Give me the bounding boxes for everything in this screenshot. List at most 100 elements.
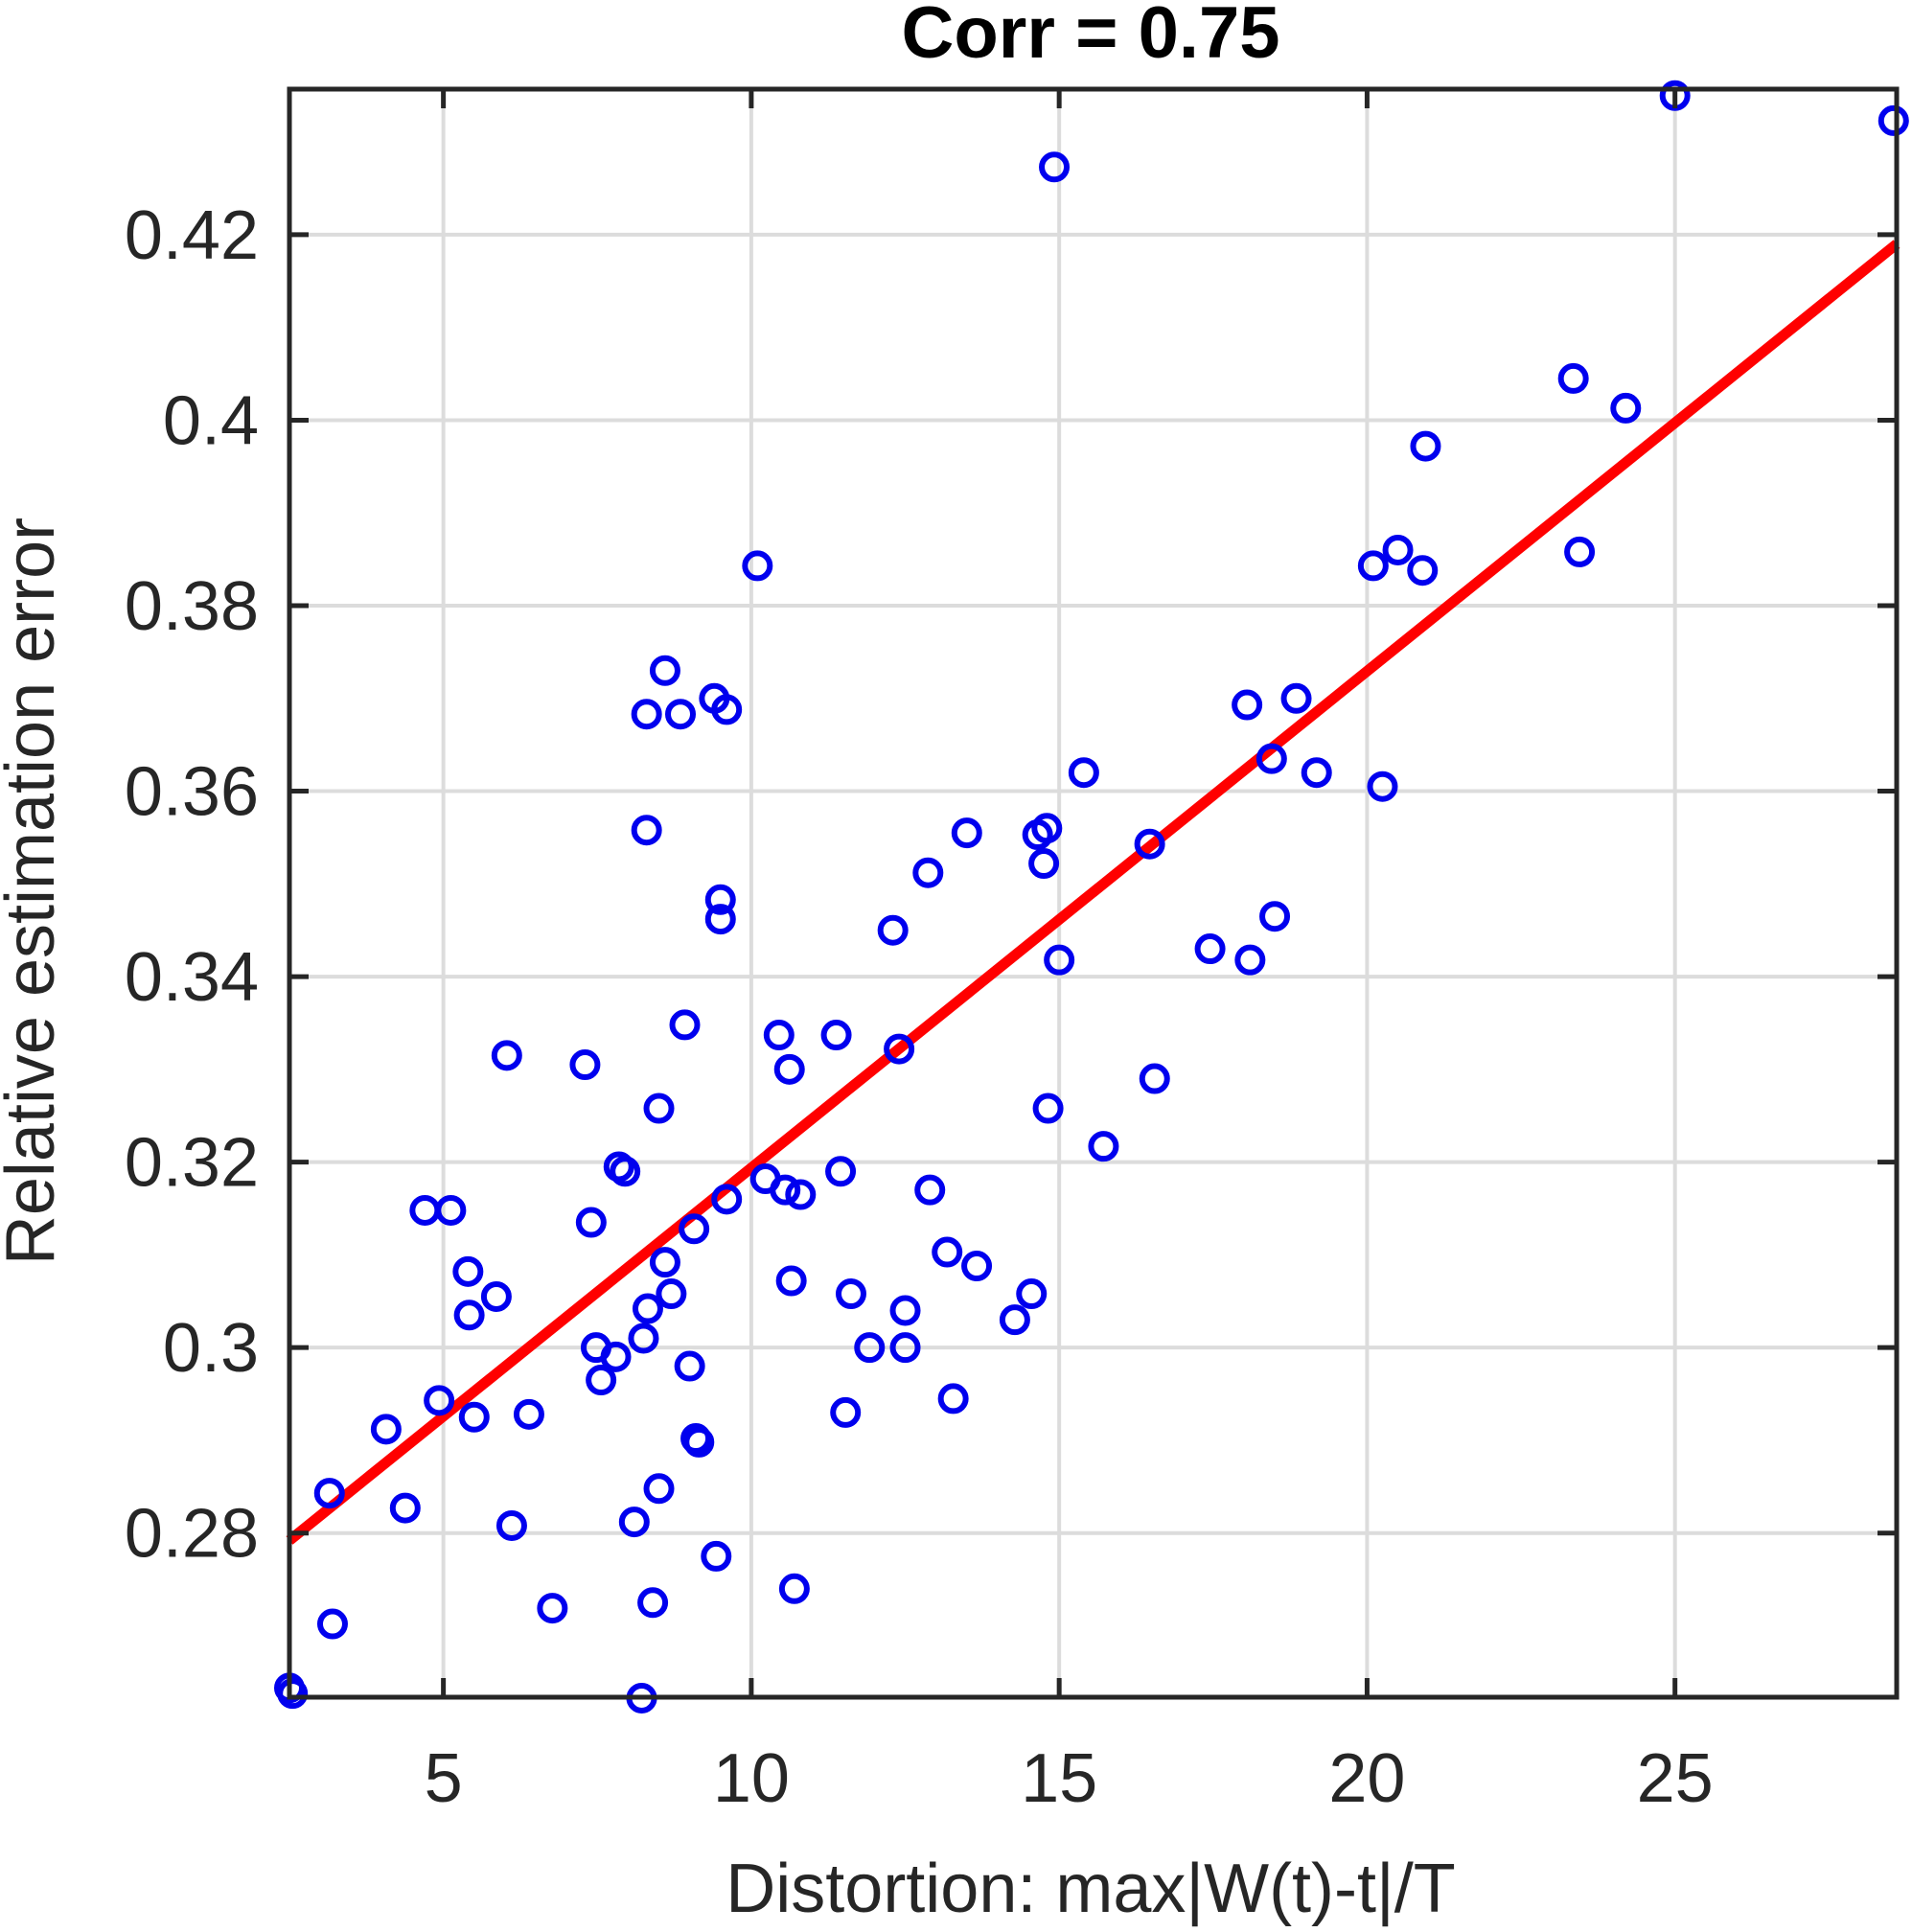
data-point: [773, 1053, 805, 1085]
data-point: [389, 1492, 421, 1524]
data-point: [669, 1009, 701, 1041]
data-point: [701, 1540, 732, 1572]
data-point: [665, 699, 697, 730]
data-point: [711, 694, 743, 725]
data-point: [932, 1236, 963, 1268]
data-point: [1194, 933, 1226, 965]
data-point: [1139, 1063, 1170, 1094]
x-tick-label: 25: [1637, 1740, 1714, 1817]
data-point: [631, 815, 662, 846]
data-point: [825, 1156, 857, 1187]
data-point: [1367, 770, 1398, 802]
data-point: [370, 1414, 402, 1445]
data-point: [586, 1365, 617, 1396]
data-point: [704, 884, 736, 915]
x-axis-label: Distortion: max|W(t)-t|/T: [726, 1851, 1455, 1927]
data-point: [835, 1278, 866, 1310]
data-point: [679, 1213, 710, 1245]
data-point: [1301, 757, 1332, 789]
data-point: [854, 1332, 886, 1364]
x-tick-label: 10: [713, 1740, 790, 1817]
data-point: [877, 914, 909, 946]
data-point: [1280, 682, 1312, 714]
y-tick-label: 0.42: [125, 197, 259, 274]
data-point: [316, 1608, 348, 1640]
data-point: [1016, 1278, 1048, 1310]
data-point: [775, 1265, 807, 1297]
data-point: [537, 1593, 568, 1624]
data-point: [742, 550, 773, 582]
data-point: [1234, 944, 1266, 976]
data-point: [610, 1156, 641, 1187]
fit-line: [286, 240, 1900, 1545]
data-point: [1610, 392, 1642, 424]
data-point: [1557, 362, 1589, 394]
data-point: [453, 1300, 485, 1331]
data-point: [1088, 1131, 1119, 1162]
data-point: [763, 1020, 795, 1051]
data-point: [575, 1207, 607, 1238]
data-point: [618, 1506, 650, 1538]
data-point: [1232, 689, 1263, 721]
data-point: [491, 1040, 522, 1071]
data-point: [1068, 757, 1099, 789]
y-tick-label: 0.28: [125, 1496, 259, 1573]
data-point: [704, 904, 736, 935]
data-point: [1407, 555, 1439, 586]
data-point: [656, 1278, 687, 1310]
y-tick-label: 0.3: [163, 1310, 259, 1387]
data-point: [1044, 944, 1075, 976]
data-point: [649, 655, 680, 686]
data-point: [424, 1385, 455, 1416]
data-point: [1134, 828, 1165, 860]
plot-frame: [287, 86, 1900, 1700]
data-point: [683, 1426, 715, 1458]
y-tick-label: 0.32: [125, 1125, 259, 1202]
data-point: [480, 1280, 512, 1312]
axis-ticks: [289, 89, 1897, 1697]
data-point: [569, 1049, 601, 1081]
grid-lines: [289, 89, 1897, 1697]
data-point: [889, 1295, 921, 1326]
data-point: [1039, 151, 1071, 183]
data-point: [912, 857, 944, 888]
data-point: [999, 1304, 1030, 1336]
data-point: [778, 1573, 810, 1604]
y-tick-label: 0.4: [163, 382, 259, 459]
data-point: [1410, 430, 1441, 462]
data-point: [785, 1179, 817, 1210]
data-point: [1032, 1092, 1064, 1124]
data-point: [1564, 536, 1596, 567]
data-point: [961, 1251, 993, 1282]
data-point: [435, 1194, 467, 1226]
y-axis-label: Relative estimation error: [0, 518, 69, 1265]
data-point: [649, 1247, 680, 1278]
data-point: [632, 1293, 663, 1324]
data-point: [951, 817, 982, 849]
data-point: [889, 1332, 921, 1364]
data-point: [452, 1255, 484, 1287]
data-point: [884, 1033, 915, 1065]
data-point: [820, 1020, 852, 1051]
y-tick-label: 0.36: [125, 754, 259, 831]
y-tick-label: 0.34: [125, 939, 259, 1016]
data-points: [274, 80, 1909, 1714]
chart-title: Corr = 0.75: [902, 0, 1280, 74]
data-point: [643, 1092, 675, 1124]
data-point: [643, 1473, 675, 1505]
data-point: [674, 1350, 705, 1382]
data-point: [1259, 901, 1291, 932]
x-tick-label: 20: [1328, 1740, 1405, 1817]
data-point: [600, 1341, 632, 1372]
data-point: [1031, 813, 1063, 844]
fit-line-group: [286, 240, 1900, 1545]
y-tick-label: 0.38: [125, 568, 259, 645]
data-point: [277, 1678, 309, 1710]
data-point: [711, 1184, 743, 1215]
data-point: [495, 1509, 527, 1541]
data-point: [1877, 104, 1909, 136]
data-point: [1028, 848, 1060, 880]
data-point: [1357, 550, 1389, 582]
